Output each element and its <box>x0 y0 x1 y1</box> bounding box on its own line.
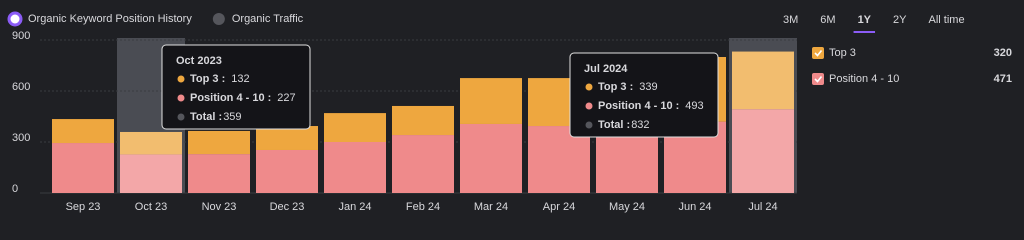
bar-segment <box>52 119 114 144</box>
bar-segment <box>188 154 250 193</box>
bar-segment <box>460 123 522 193</box>
legend-checkbox[interactable] <box>812 73 824 85</box>
tooltip-total: 359 <box>223 111 241 123</box>
range-button[interactable]: 6M <box>820 14 835 26</box>
legend-checkbox[interactable] <box>812 47 824 59</box>
toggle-label[interactable]: Organic Keyword Position History <box>28 13 192 25</box>
tooltip-box <box>569 52 719 138</box>
range-underline <box>853 31 876 33</box>
legend-value: 320 <box>994 47 1012 59</box>
check-icon <box>814 76 823 83</box>
tooltip-label: Position 4 - 10 : <box>598 100 679 112</box>
tooltip-total-label: Total : <box>598 119 630 131</box>
toggle-radio[interactable] <box>212 13 225 25</box>
x-tick-label: Sep 23 <box>66 201 101 213</box>
bar-segment <box>120 154 182 193</box>
x-tick-label: Jan 24 <box>338 201 371 213</box>
x-tick-label: Apr 24 <box>543 201 575 213</box>
tooltip-dot <box>177 75 185 83</box>
y-tick-label: 900 <box>12 30 30 42</box>
x-tick-label: Oct 23 <box>135 201 167 213</box>
bar-segment <box>732 109 794 193</box>
x-tick-label: Feb 24 <box>406 201 440 213</box>
bar-segment <box>732 51 794 110</box>
tooltip-label: Top 3 : <box>598 81 633 93</box>
tooltip-value: 227 <box>277 92 295 104</box>
tooltip-value: 132 <box>231 73 249 85</box>
x-tick-label: Dec 23 <box>270 201 305 213</box>
tooltip-dot <box>177 113 185 121</box>
tooltip-box <box>161 44 311 130</box>
x-tick-label: Jun 24 <box>678 201 711 213</box>
bar-segment <box>188 130 250 155</box>
legend-value: 471 <box>994 73 1012 85</box>
y-tick-label: 600 <box>12 81 30 93</box>
bar-segment <box>392 105 454 136</box>
bar-segment <box>256 126 318 150</box>
toggle-radio[interactable] <box>7 11 23 27</box>
range-button[interactable]: 3M <box>783 14 798 26</box>
x-tick-label: Jul 24 <box>748 201 777 213</box>
tooltip-label: Position 4 - 10 : <box>190 92 271 104</box>
tooltip-dot <box>177 94 185 102</box>
y-tick-label: 300 <box>12 132 30 144</box>
bar-segment <box>324 142 386 193</box>
tooltip-value: 339 <box>639 81 657 93</box>
tooltip-dot <box>585 121 593 129</box>
tooltip: Jul 2024 Top 3 : 339 Position 4 - 10 : 493 To… <box>569 52 719 138</box>
tooltip-label: Top 3 : <box>190 73 225 85</box>
chart: Organic Keyword Position History Organic … <box>7 11 1012 213</box>
y-tick-label: 0 <box>12 183 18 195</box>
x-tick-label: Mar 24 <box>474 201 508 213</box>
tooltip-title: Jul 2024 <box>584 63 628 75</box>
tooltip-total-label: Total : <box>190 111 222 123</box>
bar-segment <box>460 78 522 124</box>
range-button[interactable]: 2Y <box>893 14 907 26</box>
range-button[interactable]: All time <box>929 14 965 26</box>
check-icon <box>814 50 823 57</box>
tooltip-dot <box>585 83 593 91</box>
tooltip-value: 493 <box>685 100 703 112</box>
legend-label[interactable]: Position 4 - 10 <box>829 73 899 85</box>
legend-label[interactable]: Top 3 <box>829 47 856 59</box>
x-tick-label: Nov 23 <box>202 201 237 213</box>
tooltip-dot <box>585 102 593 110</box>
bar-segment <box>52 143 114 193</box>
x-tick-label: May 24 <box>609 201 645 213</box>
toggle-label[interactable]: Organic Traffic <box>232 13 304 25</box>
tooltip: Oct 2023 Top 3 : 132 Position 4 - 10 : 227 To… <box>161 44 311 130</box>
bar-segment <box>392 135 454 193</box>
range-button[interactable]: 1Y <box>858 14 872 26</box>
bar-segment <box>324 113 386 142</box>
bar-segment <box>120 131 182 155</box>
tooltip-total: 832 <box>631 119 649 131</box>
tooltip-title: Oct 2023 <box>176 55 222 67</box>
bar-segment <box>256 149 318 193</box>
